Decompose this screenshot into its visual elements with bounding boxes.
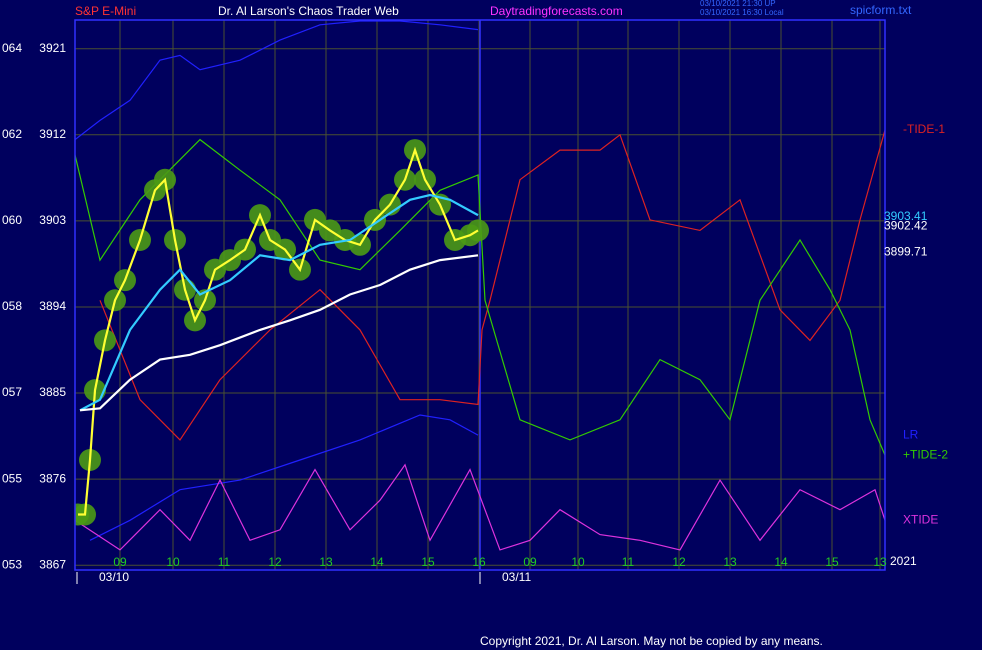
y-tick-label: 3876 — [39, 471, 66, 485]
legend-label: +TIDE-2 — [903, 447, 948, 461]
y-left-label: 058 — [2, 299, 22, 313]
y-left-label: 053 — [2, 557, 22, 571]
x-tick-label: 09 — [523, 555, 537, 569]
plot-border — [74, 19, 886, 571]
legend-label: -TIDE-1 — [903, 122, 945, 136]
x-tick-label: 11 — [218, 555, 231, 569]
y-left-label: 057 — [2, 385, 22, 399]
x-tick-label: 09 — [113, 555, 127, 569]
copyright: Copyright 2021, Dr. Al Larson. May not b… — [480, 634, 823, 648]
date-label: 03/11 — [502, 570, 531, 584]
series-line — [79, 193, 479, 412]
plot-lines — [75, 20, 885, 551]
x-tick-label: 10 — [571, 555, 585, 569]
y-tick-label: 3885 — [39, 385, 66, 399]
end-value-label: 3903.41 — [884, 209, 928, 223]
x-tick-label: 16 — [472, 555, 486, 569]
series-line — [75, 20, 479, 141]
y-tick-label: 3921 — [39, 41, 66, 55]
grid — [75, 20, 885, 570]
x-tick-label: 15 — [421, 555, 435, 569]
timestamp: 03/10/2021 21:30 UP — [700, 0, 776, 8]
site-url[interactable]: Daytradingforecasts.com — [490, 4, 623, 18]
date-label: 03/10 — [99, 570, 129, 584]
series-line — [75, 138, 885, 456]
x-tick-label: 12 — [268, 555, 282, 569]
year-label: 2021 — [890, 554, 917, 568]
symbol: S&P E-Mini — [75, 4, 136, 18]
x-tick-label: 10 — [166, 555, 180, 569]
y-left-label: 055 — [2, 471, 22, 485]
y-tick-label: 3903 — [39, 213, 66, 227]
legend-label: XTIDE — [903, 512, 938, 526]
x-tick-label: 13 — [723, 555, 737, 569]
x-tick-label: 13 — [319, 555, 333, 569]
file-name: spicform.txt — [850, 3, 912, 17]
x-tick-label: 12 — [672, 555, 686, 569]
site-title: Dr. Al Larson's Chaos Trader Web — [218, 4, 399, 18]
series-line — [89, 414, 479, 541]
x-tick-label: 14 — [370, 555, 384, 569]
y-tick-label: 3912 — [39, 127, 66, 141]
series-line — [75, 463, 885, 551]
x-tick-label: 15 — [825, 555, 839, 569]
x-tick-label: 13 — [873, 555, 887, 569]
y-left-label: 062 — [2, 127, 22, 141]
series-line — [79, 254, 479, 412]
series-line — [99, 129, 885, 441]
y-tick-label: 3894 — [39, 299, 66, 313]
series-line — [78, 146, 479, 516]
end-value-label: 3902.42 — [884, 219, 928, 233]
y-tick-label: 3867 — [39, 557, 66, 571]
x-tick-label: 14 — [774, 555, 788, 569]
legend-label: LR — [903, 427, 919, 441]
y-left-label: 064 — [2, 41, 22, 55]
x-tick-label: 11 — [622, 555, 635, 569]
labels: 3867 053 3876 055 3885 057 3894 058 3903 060 3912 0… — [2, 41, 948, 584]
end-value-label: 3899.71 — [884, 245, 928, 259]
timestamp: 03/10/2021 16:30 Local — [700, 8, 784, 17]
y-left-label: 060 — [2, 213, 22, 227]
